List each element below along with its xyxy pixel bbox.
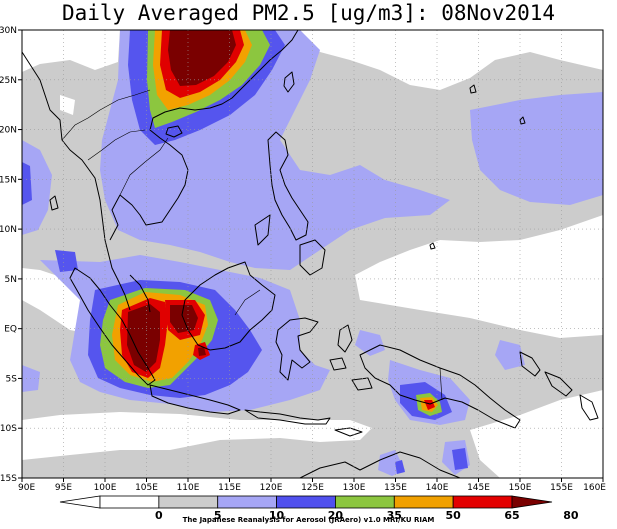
lon-label: 115E: [218, 483, 241, 493]
lat-label: 15S: [0, 474, 17, 484]
lat-label: 5S: [6, 374, 18, 384]
colorbar-left-arrow: [59, 495, 101, 509]
lon-label: 105E: [135, 483, 158, 493]
lat-label: 30N: [0, 26, 17, 36]
colorbar-box: [99, 495, 160, 509]
lon-label: 125E: [301, 483, 324, 493]
lon-label: 90E: [18, 483, 35, 493]
lat-label: 5N: [5, 275, 17, 285]
map-title: Daily Averaged PM2.5 [ug/m3]: 08Nov2014: [61, 1, 556, 25]
colorbar-box: [393, 495, 454, 509]
colorbar-tick-label: 10: [269, 509, 285, 522]
colorbar-tick-label: 0: [155, 509, 163, 522]
credit-line: The Japanese Reanalysis for Aerosol (JRA…: [182, 516, 435, 524]
lon-label: 110E: [177, 483, 200, 493]
country-borders: [61, 89, 443, 401]
colorbar-tick-label: 80: [563, 509, 579, 522]
colorbar: 0 5 10 20 35 50 65 80: [59, 495, 579, 522]
colorbar-tick-label: 5: [214, 509, 222, 522]
colorbar-tick-label: 20: [328, 509, 344, 522]
coastlines: [22, 30, 599, 478]
colorbar-tick-label: 35: [387, 509, 402, 522]
lon-label: 155E: [550, 483, 573, 493]
lon-label: 130E: [343, 483, 366, 493]
lat-lon-grid: [22, 30, 603, 478]
lon-label: 140E: [426, 483, 449, 493]
latitude-axis: 30N 25N 20N 15N 10N 5N EQ 5S 10S 15S: [0, 26, 22, 484]
lon-label: 95E: [55, 483, 72, 493]
lon-label: 160E: [583, 483, 606, 493]
colorbar-box: [335, 495, 395, 509]
lon-label: 145E: [467, 483, 490, 493]
colorbar-right-arrow: [511, 495, 553, 509]
lat-label: 10N: [0, 225, 17, 235]
colorbar-box: [217, 495, 277, 509]
colorbar-tick-label: 50: [445, 509, 461, 522]
lon-label: 100E: [94, 483, 117, 493]
lon-label: 135E: [384, 483, 407, 493]
pm25-field: [22, 30, 603, 478]
lon-label: 150E: [509, 483, 532, 493]
colorbar-box: [276, 495, 336, 509]
longitude-axis: 90E 95E 100E 105E 110E 115E 120E 125E 130E 135E 14…: [18, 478, 606, 493]
lon-label: 120E: [260, 483, 283, 493]
lat-label: 25N: [0, 76, 17, 86]
colorbar-box: [158, 495, 219, 509]
lat-label: EQ: [4, 325, 17, 335]
colorbar-box: [452, 495, 513, 509]
lat-label: 10S: [0, 424, 17, 434]
lat-label: 20N: [0, 126, 17, 136]
lat-label: 15N: [0, 175, 17, 185]
colorbar-tick-label: 65: [504, 509, 519, 522]
